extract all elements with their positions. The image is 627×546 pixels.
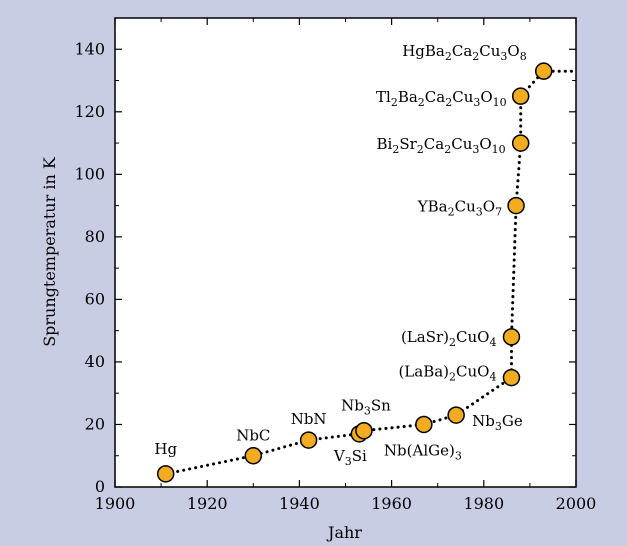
data-point (355, 421, 373, 440)
data-label: YBa2​Cu3​O7​ (417, 198, 502, 219)
y-axis-title: Sprungtemperatur in K (40, 156, 59, 347)
y-tick-label: 100 (74, 164, 105, 183)
data-point (534, 62, 553, 80)
data-label: (LaBa)2​CuO4​ (398, 363, 496, 384)
data-label: Tl2​Ba2​Ca2​Cu3​O10​ (376, 88, 507, 109)
data-point (502, 328, 521, 346)
axis-tick-labels-layer: 1900 1920 1940 1960 1980 2000 0 20 40 60 80 100 120 1… (74, 39, 596, 513)
data-label: Nb3​Ge (472, 412, 523, 433)
y-tick-label: 140 (74, 39, 105, 58)
y-tick-label: 120 (74, 102, 105, 121)
data-point (507, 196, 525, 215)
series-connector-line (164, 69, 578, 476)
series-connector-layer (164, 69, 578, 476)
y-tick-label: 80 (85, 227, 105, 246)
y-tick-label: 60 (85, 289, 105, 308)
y-tick-label: 0 (95, 477, 105, 496)
data-label: Bi2​Sr2​Ca2​Cu3​O10​ (377, 135, 506, 156)
data-points-layer (156, 62, 553, 483)
data-point (502, 368, 521, 387)
data-point (156, 465, 175, 483)
x-tick-label: 1980 (463, 494, 504, 513)
x-axis-title: Jahr (326, 523, 362, 542)
axis-ticks-layer (114, 18, 577, 488)
y-tick-label: 20 (85, 414, 105, 433)
data-point (415, 415, 433, 434)
data-point (447, 406, 465, 424)
data-point (511, 87, 530, 105)
data-label: Nb(AlGe)3​ (384, 441, 462, 462)
data-point (244, 446, 263, 465)
x-tick-label: 2000 (556, 494, 597, 513)
y-tick-label: 40 (85, 352, 105, 371)
data-point (511, 134, 530, 152)
data-point (299, 431, 318, 449)
plot-area (114, 17, 577, 488)
x-tick-label: 1960 (371, 494, 412, 513)
data-label: (LaSr)2​CuO4​ (401, 328, 496, 349)
data-labels-layer: Hg NbC NbN V3​Si Nb3​Sn Nb(AlGe)3​ Nb3​Ge (LaBa… (154, 42, 526, 468)
x-tick-label: 1900 (95, 494, 136, 513)
data-label: Nb3​Sn (341, 397, 391, 418)
data-label: HgBa2​Ca2​Cu3​O8​ (402, 42, 527, 63)
x-tick-label: 1920 (187, 494, 228, 513)
x-tick-label: 1940 (279, 494, 320, 513)
data-label: Hg (154, 440, 177, 458)
data-label: V3​Si (333, 447, 367, 468)
data-label: NbN (291, 410, 327, 428)
data-label: NbC (236, 427, 270, 445)
